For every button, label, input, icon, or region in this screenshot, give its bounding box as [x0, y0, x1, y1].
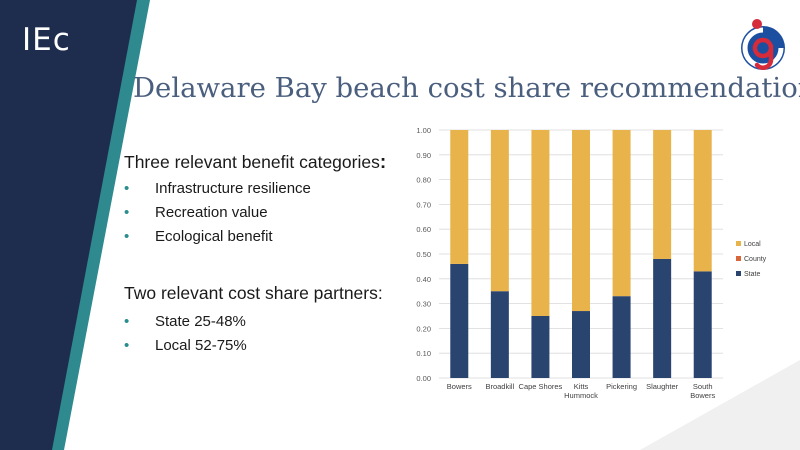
benefit-section: Three relevant benefit categories: • Infr…	[124, 152, 386, 249]
y-tick-label: 0.40	[416, 275, 431, 284]
y-tick-label: 0.70	[416, 200, 431, 209]
x-tick-label: Cape Shores	[519, 382, 563, 391]
bar-state	[572, 311, 590, 378]
legend-label: Local	[744, 241, 761, 248]
bullet-icon: •	[124, 337, 130, 354]
bar-state	[612, 296, 631, 378]
list-item: • State 25-48%	[124, 310, 383, 334]
bar-state	[531, 316, 550, 378]
partner-heading: Two relevant cost share partners:	[124, 283, 383, 303]
brand-logo-icon	[741, 19, 785, 70]
bar-local	[653, 130, 672, 259]
x-tick-label: Bowers	[690, 391, 715, 400]
bar-state	[653, 258, 672, 378]
list-item: • Infrastructure resilience	[124, 177, 386, 201]
y-tick-label: 1.00	[416, 126, 431, 135]
bar-local	[450, 130, 469, 264]
bar-local	[490, 130, 509, 292]
legend-swatch	[736, 241, 741, 246]
slide-title: Delaware Bay beach cost share recommenda…	[133, 72, 800, 104]
y-tick-label: 0.10	[416, 349, 431, 358]
benefit-heading: Three relevant benefit categories:	[124, 152, 387, 173]
list-item: • Ecological benefit	[124, 225, 386, 249]
x-tick-label: Slaughter	[646, 382, 679, 391]
y-tick-label: 0.30	[416, 300, 431, 309]
y-tick-label: 0.80	[416, 176, 431, 185]
list-item: • Local 52-75%	[124, 334, 383, 358]
partner-section: Two relevant cost share partners: • State…	[124, 283, 383, 358]
sidebar-panel	[0, 0, 137, 450]
iec-logo: IEc	[22, 22, 71, 58]
benefit-list: • Infrastructure resilience • Recreation v…	[124, 177, 386, 249]
legend-label: County	[744, 256, 767, 263]
y-tick-label: 0.00	[416, 374, 431, 383]
partner-list: • State 25-48% • Local 52-75%	[124, 310, 383, 358]
x-tick-label: Broadkill	[485, 382, 514, 391]
bar-state	[693, 271, 712, 378]
list-item: • Recreation value	[124, 201, 386, 225]
y-tick-label: 0.20	[416, 324, 431, 333]
bar-local	[572, 130, 590, 312]
corner-shade	[640, 360, 800, 450]
legend-label: State	[744, 271, 760, 278]
y-tick-label: 0.50	[416, 250, 431, 259]
bar-local	[531, 130, 550, 316]
cost-share-chart: 0.00 0.10 0.20 0.30 0.40 0.50 0.60 0.70 0.80 0.90…	[416, 126, 767, 400]
x-tick-label: Hummock	[564, 391, 598, 400]
x-tick-label: Pickering	[606, 382, 637, 391]
x-tick-label: South	[693, 382, 713, 391]
bar-local	[612, 130, 631, 297]
bar-state	[490, 291, 509, 378]
bullet-icon: •	[124, 228, 130, 245]
bullet-icon: •	[124, 180, 130, 197]
x-tick-label: Kitts	[574, 382, 589, 391]
legend-swatch	[736, 271, 741, 276]
y-tick-label: 0.60	[416, 225, 431, 234]
y-tick-label: 0.90	[416, 151, 431, 160]
bar-state	[450, 263, 469, 378]
bar-local	[693, 130, 712, 272]
bullet-icon: •	[124, 204, 130, 221]
x-tick-label: Bowers	[447, 382, 472, 391]
legend-swatch	[736, 256, 741, 261]
bullet-icon: •	[124, 313, 130, 330]
